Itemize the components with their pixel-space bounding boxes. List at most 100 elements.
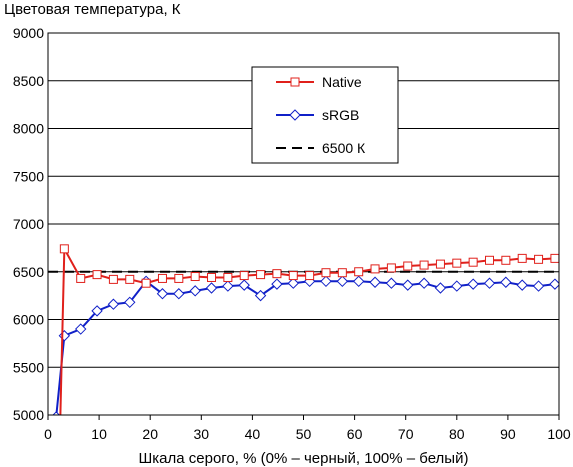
data-point-square	[452, 258, 462, 268]
data-point-square	[92, 270, 102, 280]
legend-label: 6500 К	[322, 140, 366, 156]
legend-item: Native	[276, 74, 362, 90]
data-point-diamond	[254, 289, 267, 302]
x-tick-label: 50	[296, 426, 312, 442]
x-axis-label: Шкала серого, % (0% – черный, 100% – бел…	[139, 450, 469, 467]
data-point-square	[370, 264, 380, 274]
x-tick-label: 90	[500, 426, 516, 442]
data-point-diamond	[500, 276, 512, 288]
data-point-square	[76, 273, 86, 283]
data-point-diamond	[271, 278, 283, 290]
x-tick-label: 70	[398, 426, 414, 442]
data-point-square	[550, 253, 559, 263]
data-point-diamond	[467, 278, 479, 290]
data-point-square	[207, 272, 217, 282]
data-point-diamond	[549, 278, 559, 290]
data-point-diamond	[320, 275, 332, 288]
x-tick-label: 100	[547, 426, 571, 442]
plot-area-border	[47, 32, 560, 416]
y-tick-label: 5500	[13, 359, 44, 375]
data-point-diamond	[516, 279, 528, 291]
y-tick-label: 9000	[13, 25, 44, 41]
data-point-diamond	[52, 411, 60, 415]
data-point-diamond	[74, 323, 87, 335]
data-point-square	[386, 263, 396, 273]
x-tick-label: 20	[142, 426, 158, 442]
data-point-square	[403, 261, 413, 271]
data-point-square	[239, 271, 249, 281]
y-tick-label: 8000	[13, 121, 44, 137]
data-point-diamond	[91, 305, 103, 317]
data-point-square	[337, 268, 347, 278]
data-series	[48, 244, 559, 424]
data-point-diamond	[352, 275, 365, 288]
data-point-diamond	[451, 280, 463, 292]
data-point-diamond	[156, 288, 169, 300]
data-point-square	[485, 255, 495, 265]
y-tick-label: 7500	[13, 168, 44, 184]
data-point-square	[321, 268, 331, 278]
x-tick-label: 40	[245, 426, 261, 442]
chart-title: Цветовая температура, К	[4, 1, 181, 18]
data-point-diamond	[107, 298, 120, 310]
data-point-diamond	[532, 280, 545, 292]
data-point-diamond	[402, 279, 414, 291]
data-point-diamond	[385, 277, 398, 289]
data-point-square	[223, 272, 233, 282]
y-tick-label: 5000	[13, 407, 44, 423]
legend-item: 6500 К	[276, 140, 366, 156]
data-point-square	[174, 273, 184, 283]
data-point-diamond	[483, 277, 496, 289]
data-point-square	[272, 269, 282, 279]
y-tick-label: 6000	[13, 312, 44, 328]
data-point-diamond	[418, 277, 430, 289]
data-point-square	[501, 255, 511, 265]
legend: Native sRGB 6500 К	[251, 66, 399, 164]
data-point-square	[288, 271, 298, 281]
y-tick-label: 7000	[13, 216, 44, 232]
data-point-square	[305, 271, 315, 281]
data-point-diamond	[336, 275, 349, 288]
x-tick-label: 60	[347, 426, 363, 442]
x-tick-label: 80	[449, 426, 465, 442]
data-point-square	[157, 273, 167, 283]
data-point-diamond	[189, 285, 201, 297]
data-point-square	[108, 274, 118, 284]
data-point-diamond	[205, 282, 218, 294]
data-point-diamond	[434, 282, 447, 294]
y-tick-label: 6500	[13, 264, 44, 280]
series-native	[56, 244, 559, 424]
legend-label: sRGB	[322, 107, 359, 123]
data-point-square	[468, 257, 478, 267]
data-point-square	[56, 416, 64, 424]
legend-item: sRGB	[276, 107, 359, 123]
data-point-diamond	[369, 276, 381, 288]
x-tick-label: 10	[91, 426, 107, 442]
data-point-diamond	[289, 109, 301, 121]
data-point-diamond	[124, 296, 136, 309]
x-axis-ticks: 0 10 20 30 40 50 60 70 80 90 100	[44, 415, 571, 442]
legend-label: Native	[322, 74, 362, 90]
data-point-diamond	[287, 277, 299, 289]
data-point-square	[125, 274, 135, 284]
data-point-square	[141, 278, 151, 288]
data-point-square	[190, 272, 200, 282]
x-tick-label: 30	[194, 426, 210, 442]
data-point-square	[517, 253, 527, 263]
data-point-square	[534, 254, 544, 264]
data-point-diamond	[238, 279, 250, 291]
data-point-square	[290, 77, 300, 87]
data-point-square	[354, 267, 364, 277]
x-tick-label: 0	[44, 426, 52, 442]
data-point-square	[256, 270, 266, 280]
y-tick-label: 8500	[13, 73, 44, 89]
data-point-diamond	[173, 288, 185, 300]
data-point-diamond	[222, 280, 234, 292]
data-point-square	[419, 260, 429, 270]
y-axis-ticks: 5000 5500 6000 6500 7000 7500 8000 8500 9000	[13, 25, 44, 423]
data-point-diamond	[58, 330, 71, 342]
series-srgb	[52, 275, 559, 415]
data-point-square	[59, 244, 69, 254]
data-point-square	[435, 259, 445, 269]
